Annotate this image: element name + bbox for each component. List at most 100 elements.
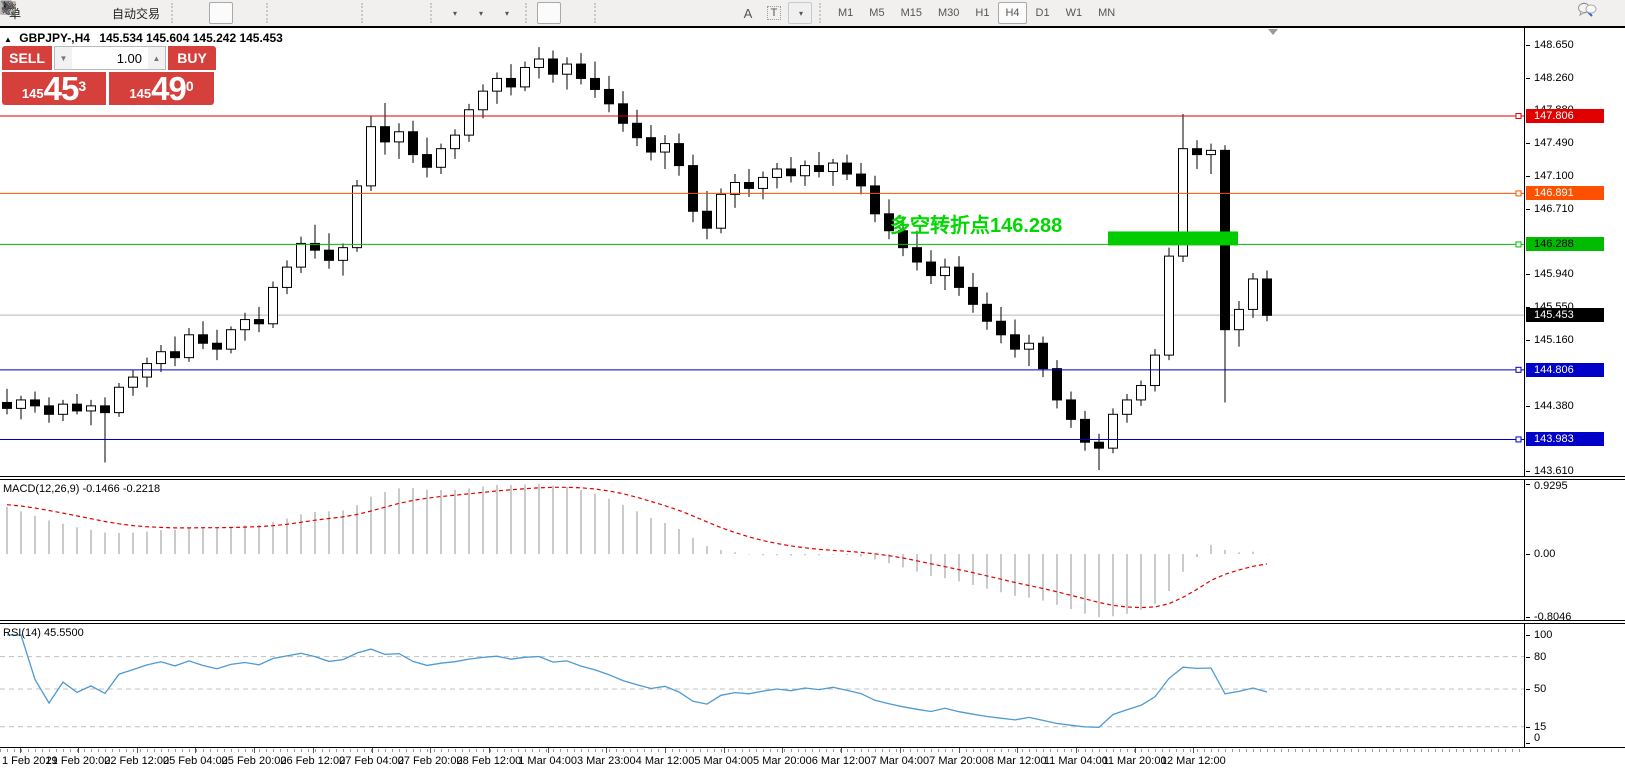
axis-tick-label: 145.940 (1534, 267, 1574, 280)
timeframe-h1-button[interactable]: H1 (975, 7, 990, 19)
time-label: 7 Mar 04:00 (870, 755, 930, 767)
time-label: 27 Feb 20:00 (397, 755, 463, 767)
text-tool[interactable]: A (736, 2, 760, 24)
rsi-chart (0, 634, 1524, 728)
auto-scroll-button[interactable] (2, 2, 397, 24)
time-label: 1 Mar 04:00 (518, 755, 577, 767)
time-label: 5 Mar 20:00 (753, 755, 812, 767)
time-label: 25 Feb 20:00 (221, 755, 287, 767)
time-label: 1 Feb 2019 (2, 755, 58, 767)
chart-shift-button[interactable] (2, 2, 423, 24)
price-axis[interactable]: 148.650148.260147.880147.490147.100146.7… (1526, 28, 1625, 476)
time-major-tick (723, 748, 725, 753)
axis-tick-label: 100 (1534, 629, 1553, 641)
text-label-tool[interactable]: T (762, 2, 786, 24)
toolbar-separator (171, 3, 178, 23)
timeframe-mn-button[interactable]: MN (1098, 7, 1116, 19)
symbol-title: GBPJPY-,H4 (19, 31, 90, 45)
macd-label: MACD(12,26,9) -0.1466 -0.2218 (3, 483, 161, 495)
horizontal-line-tool[interactable] (2, 2, 656, 24)
templates-button[interactable]: ▾ (0, 1, 518, 24)
macd-axis[interactable]: 0.9295 0.00 -0.8046 (1526, 480, 1625, 620)
bar-chart-button[interactable] (1, 2, 207, 24)
periods-button[interactable]: ▾ (1, 1, 492, 24)
dropdown-caret: ▾ (453, 8, 458, 18)
rsi-label: RSI(14) 45.5500 (3, 627, 84, 639)
axis-tick (1526, 339, 1530, 341)
signals-icon[interactable] (1, 2, 104, 24)
axis-tick (1526, 656, 1530, 658)
time-major-tick (136, 748, 138, 753)
arrows-icon (2, 2, 15, 16)
timeframe-d1-button[interactable]: D1 (1035, 7, 1050, 19)
axis-tick-label: 0.9295 (1534, 480, 1568, 492)
buy-price[interactable]: 145 49 0 (109, 72, 214, 105)
timeframe-m5-button[interactable]: M5 (869, 7, 885, 19)
toolbar-separator (266, 3, 273, 23)
axis-tick-label: -0.8046 (1534, 611, 1572, 620)
rsi-plot[interactable]: RSI(14) 45.5500 (0, 624, 1525, 747)
timeframe-m15-button[interactable]: M15 (900, 7, 922, 19)
volume-increase-button[interactable]: ▲ (148, 47, 165, 69)
macd-plot[interactable]: MACD(12,26,9) -0.1466 -0.2218 (0, 480, 1525, 620)
time-label: 22 Feb 12:00 (104, 755, 170, 767)
vertical-line-tool[interactable] (6, 2, 630, 24)
chat-button[interactable] (1578, 1, 1625, 23)
chat-icon (1578, 3, 1597, 17)
main-chart-plot[interactable] (0, 28, 1525, 476)
line-chart-button[interactable] (0, 2, 259, 24)
time-major-tick (665, 748, 666, 753)
timeframe-w1-button[interactable]: W1 (1065, 7, 1083, 19)
horizontal-line-icon (2, 7, 16, 9)
timeframe-h4-button[interactable]: H4 (998, 2, 1027, 24)
time-label: 26 Feb 12:00 (280, 755, 346, 767)
time-major-tick (841, 748, 843, 753)
time-bar-ticks (0, 749, 1525, 752)
toolbar-separator (525, 3, 532, 23)
time-major-tick (1017, 748, 1019, 753)
sell-price[interactable]: 145 45 3 (2, 72, 106, 105)
oneclick-collapse-arrow[interactable]: ▲ (4, 35, 12, 44)
arrows-tool[interactable]: ▾ (2, 2, 813, 24)
rsi-axis[interactable]: 100 80 50 15 0 (1526, 624, 1625, 747)
time-scale[interactable]: 1 Feb 2019 21 Feb 20:00 22 Feb 12:00 25 Feb… (0, 748, 1625, 774)
time-major-tick (430, 748, 432, 753)
zoom-in-button[interactable] (1, 1, 302, 24)
sell-button[interactable]: SELL (2, 46, 52, 70)
trendline-tool[interactable] (2, 2, 682, 24)
volume-decrease-button[interactable]: ▼ (55, 47, 72, 69)
toolbar-separator (361, 3, 368, 23)
sell-price-prefix: 145 (21, 86, 44, 101)
fibonacci-tool[interactable]: F (2, 2, 734, 24)
buy-price-big: 49 (151, 70, 187, 107)
macd-chart (6, 484, 1268, 617)
indicators-button[interactable]: ▾ (0, 0, 466, 24)
candlestick-chart-button[interactable] (1, 2, 234, 24)
timeframe-m30-button[interactable]: M30 (937, 7, 960, 19)
crosshair-tool-button[interactable] (1, 1, 587, 24)
macd-panel: MACD(12,26,9) -0.1466 -0.2218 0.9295 0.00… (0, 479, 1625, 621)
time-major-tick (1193, 748, 1195, 753)
cursor-tool-button[interactable] (4, 1, 562, 24)
channel-tool[interactable]: E (1, 1, 708, 24)
chart-shift-marker[interactable] (1268, 29, 1278, 35)
volume-input[interactable] (72, 47, 148, 69)
axis-tick (1526, 470, 1530, 472)
dropdown-caret: ▾ (479, 8, 484, 18)
data-window-icon[interactable] (0, 2, 78, 24)
axis-tick-label: 148.650 (1534, 38, 1574, 51)
zoom-out-button[interactable] (1, 1, 328, 24)
tile-windows-button[interactable] (1, 2, 354, 24)
axis-tick-label: 80 (1534, 650, 1547, 663)
time-label: 21 Feb 20:00 (45, 755, 111, 767)
timeframe-m1-button[interactable]: M1 (838, 7, 854, 19)
auto-trading-button[interactable]: 自动交易 (1, 2, 164, 24)
ohlc-values: 145.534 145.604 145.242 145.453 (99, 31, 283, 45)
axis-tick-label: 144.380 (1534, 399, 1574, 412)
time-label: 27 Feb 04:00 (339, 755, 404, 767)
buy-button[interactable]: BUY (168, 46, 216, 70)
dropdown-caret: ▾ (799, 8, 804, 18)
market-watch-icon[interactable] (0, 2, 52, 24)
axis-tick-label: 146.710 (1534, 202, 1574, 215)
